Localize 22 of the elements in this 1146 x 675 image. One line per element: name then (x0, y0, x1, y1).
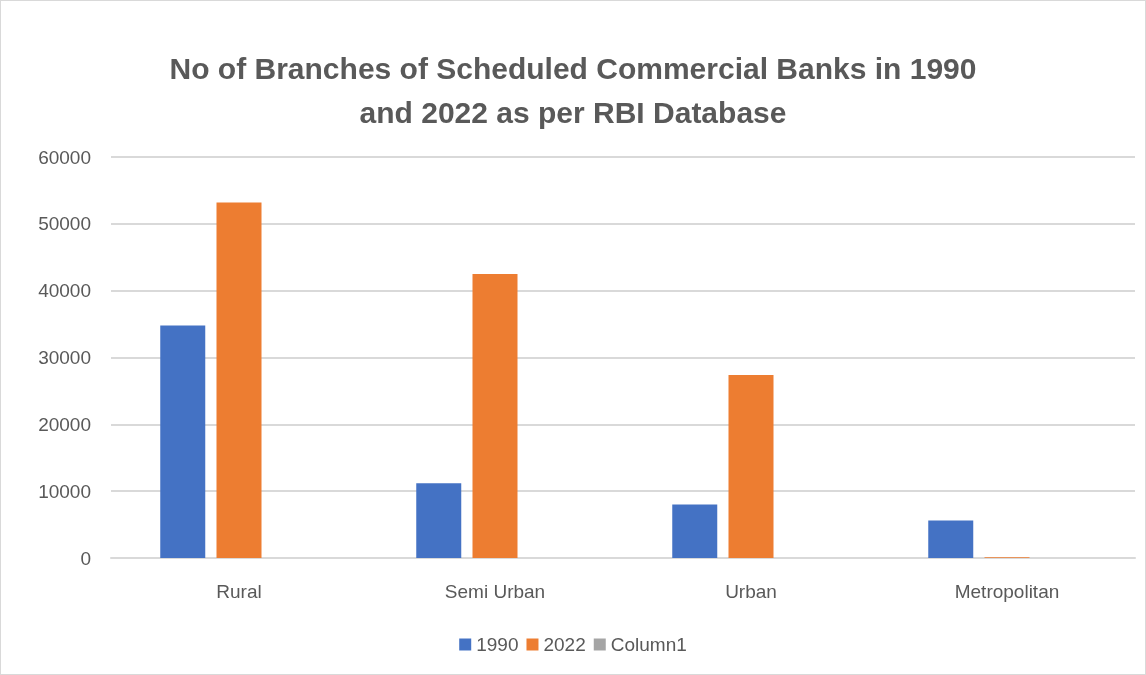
bar (728, 374, 774, 558)
x-tick-label: Semi Urban (444, 581, 546, 602)
y-tick-label: 50000 (38, 213, 91, 235)
y-tick-label: 60000 (38, 146, 91, 168)
y-tick-label: 0 (80, 547, 91, 569)
y-tick-label: 20000 (38, 413, 91, 435)
legend-label: 1990 (476, 634, 519, 655)
y-tick-label: 30000 (38, 347, 91, 368)
legend-label: Column1 (610, 634, 687, 655)
bar (672, 504, 718, 558)
bar (416, 483, 462, 558)
bar (928, 520, 974, 558)
y-tick-label: 40000 (38, 280, 91, 302)
legend-label: 2022 (543, 634, 586, 655)
bar (216, 202, 262, 558)
bar (160, 325, 206, 558)
chart-title: No of Branches of Scheduled Commercial Banks in 1990 and 2022 as per RBI Database (169, 51, 977, 129)
x-tick-label: Rural (216, 581, 262, 602)
x-tick-label: Urban (725, 581, 777, 602)
y-tick-label: 10000 (38, 480, 91, 502)
bar (472, 273, 518, 558)
x-tick-label: Metropolitan (954, 581, 1060, 602)
